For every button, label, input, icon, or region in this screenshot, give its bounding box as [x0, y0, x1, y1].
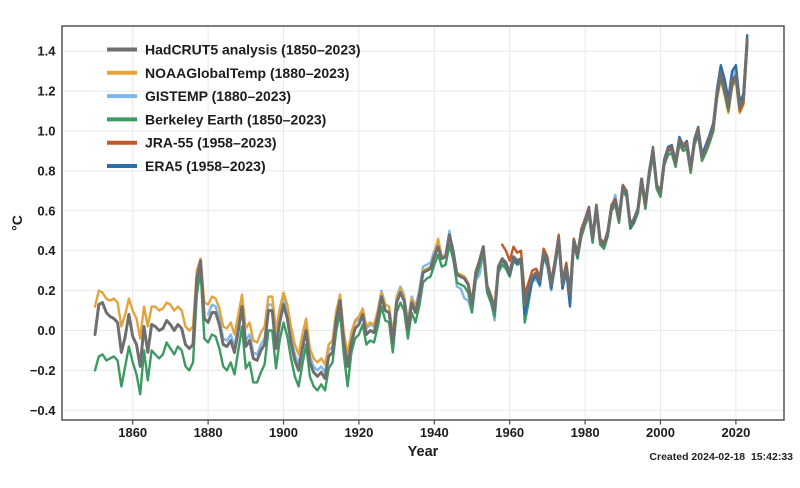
x-tick-label: 1920: [344, 425, 373, 440]
y-tick-label: 1.4: [37, 44, 56, 59]
legend-item-jra55: JRA-55 (1958–2023): [107, 135, 277, 151]
legend-label-hadcrut5: HadCRUT5 analysis (1850–2023): [145, 42, 361, 58]
x-tick-label: 1860: [118, 425, 147, 440]
legend-label-berkeley: Berkeley Earth (1850–2023): [145, 111, 326, 127]
y-tick-label: 1.0: [37, 124, 55, 139]
legend-label-gistemp: GISTEMP (1880–2023): [145, 88, 291, 104]
y-tick-label: −0.4: [30, 403, 56, 418]
legend-label-era5: ERA5 (1958–2023): [145, 158, 266, 174]
y-tick-label: 1.2: [37, 84, 55, 99]
legend: HadCRUT5 analysis (1850–2023) NOAAGlobalT…: [107, 42, 361, 174]
series-line-hadcrut5: [93, 37, 749, 380]
y-tick-label: 0.6: [37, 203, 55, 218]
y-tick-label: 0.2: [37, 283, 55, 298]
grid-layer: [62, 26, 784, 420]
y-tick-label: 0.8: [37, 163, 55, 178]
x-tick-label: 2000: [646, 425, 675, 440]
y-tick-label: 0.0: [37, 323, 55, 338]
x-tick-label: 2020: [721, 425, 750, 440]
x-tick-label: 1900: [269, 425, 298, 440]
legend-label-noaa: NOAAGlobalTemp (1880–2023): [145, 65, 349, 81]
axis-ticks: 1860 1880 1900 1920 1940 1960 1980 2000 2020 1.4 1…: [30, 44, 751, 440]
plot-border: [61, 25, 785, 421]
plot-frame: [61, 25, 785, 421]
legend-item-noaa: NOAAGlobalTemp (1880–2023): [107, 65, 349, 81]
series-layer: [93, 34, 749, 396]
legend-item-hadcrut5: HadCRUT5 analysis (1850–2023): [107, 42, 361, 58]
x-tick-label: 1960: [495, 425, 524, 440]
legend-item-era5: ERA5 (1958–2023): [107, 158, 266, 174]
x-tick-label: 1940: [420, 425, 449, 440]
x-axis-title: Year: [407, 444, 439, 460]
y-axis-title: °C: [9, 215, 25, 231]
series-line-jra55: [501, 44, 749, 296]
x-tick-label: 1880: [194, 425, 223, 440]
legend-item-gistemp: GISTEMP (1880–2023): [107, 88, 291, 104]
legend-label-jra55: JRA-55 (1958–2023): [145, 135, 277, 151]
x-tick-label: 1980: [571, 425, 600, 440]
created-timestamp: Created 2024-02-18 15:42:33: [649, 451, 793, 463]
legend-item-berkeley: Berkeley Earth (1850–2023): [107, 111, 326, 127]
y-tick-label: 0.4: [37, 243, 56, 258]
y-tick-label: −0.2: [30, 363, 56, 378]
